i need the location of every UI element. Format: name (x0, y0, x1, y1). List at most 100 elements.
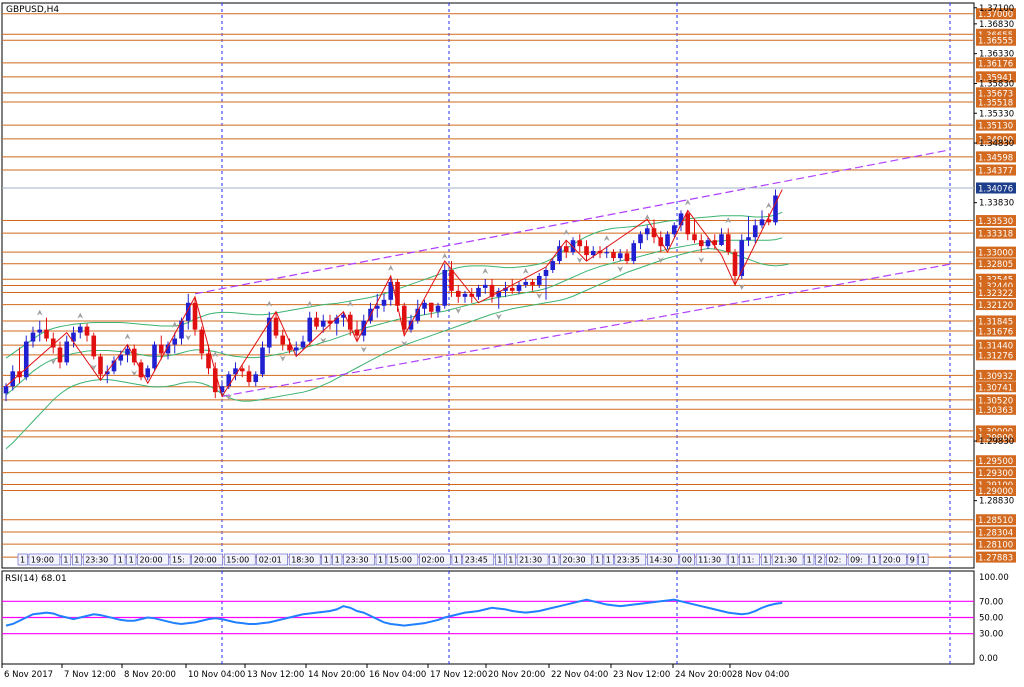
candle-body-110 (746, 237, 751, 241)
fractal-down-arrow-8 (401, 340, 408, 347)
candle-body-43 (293, 347, 299, 351)
level-price-label-34: 1.28304 (978, 529, 1013, 539)
price-tick-label-5: 1.34830 (979, 139, 1014, 149)
candle-body-32 (219, 386, 225, 393)
time-tag-label-32: 1 (731, 556, 736, 565)
level-price-label-21: 1.31440 (978, 342, 1013, 352)
candle-body-40 (273, 317, 279, 336)
fractal-up-arrow-14 (644, 214, 651, 221)
x-axis-label-2: 8 Nov 20:00 (124, 670, 176, 680)
level-price-label-12: 1.33318 (978, 230, 1013, 240)
candle-66 (449, 261, 454, 297)
candle-body-92 (624, 253, 630, 262)
time-tag-label-30: 00 (682, 556, 692, 565)
level-price-tag-23 (976, 369, 1016, 381)
fractal-up-arrow-8 (387, 264, 394, 271)
level-price-label-25: 1.30520 (978, 396, 1013, 406)
rsi-tick-label-2: 50.00 (979, 614, 1003, 624)
candle-51 (347, 311, 353, 336)
candle-25 (172, 332, 178, 354)
fractal-up-arrow-0 (36, 309, 43, 316)
fractal-down-arrow-16 (738, 283, 745, 290)
time-tag-box-18 (419, 553, 451, 566)
level-price-label-22: 1.31276 (978, 351, 1013, 361)
candle-body-14 (98, 356, 103, 375)
candle-body-35 (239, 368, 245, 372)
candle-body-31 (212, 368, 218, 393)
level-price-tag-13 (976, 246, 1016, 258)
x-axis-label-1: 7 Nov 12:00 (64, 670, 116, 680)
candle-100 (678, 210, 684, 232)
time-tag-label-37: 2 (818, 556, 823, 565)
fractal-down-arrow-1 (90, 364, 97, 371)
candle-body-9 (64, 341, 70, 363)
candle-73 (496, 287, 502, 309)
candle-47 (320, 314, 326, 333)
fractal-down-arrow-10 (495, 313, 502, 320)
fractal-up-arrow-7 (347, 300, 354, 307)
candle-body-39 (266, 317, 272, 348)
candle-body-74 (503, 287, 508, 291)
time-tag-box-41 (880, 553, 907, 566)
time-tag-box-36 (804, 553, 815, 566)
level-price-label-23: 1.30932 (978, 372, 1013, 382)
fractal-down-arrow-7 (360, 346, 367, 353)
x-axis-label-5: 14 Nov 20:00 (308, 670, 365, 680)
time-tag-label-41: 20:0 (883, 556, 901, 565)
time-tag-label-17: 15:00 (389, 556, 412, 565)
candle-78 (530, 278, 535, 291)
candle-103 (698, 234, 704, 253)
fractal-down-arrow-11 (536, 292, 543, 299)
level-price-tag-11 (976, 215, 1016, 227)
candle-body-61 (415, 308, 421, 321)
candle-6 (44, 317, 49, 342)
time-tag-box-13 (321, 553, 332, 566)
zigzag-line (5, 189, 783, 398)
candle-24 (165, 341, 171, 360)
time-tag-box-0 (17, 553, 28, 566)
candle-body-48 (327, 320, 333, 324)
fractal-up-arrow-1 (77, 312, 84, 319)
time-tag-label-19: 1 (454, 556, 459, 565)
time-tag-label-15: 23:30 (346, 556, 369, 565)
candle-57 (388, 275, 394, 306)
time-tag-label-11: 02:01 (259, 556, 282, 565)
fractal-up-arrow-16 (725, 217, 732, 224)
time-tag-box-25 (560, 553, 592, 566)
time-tag-label-4: 23:30 (85, 556, 108, 565)
candle-body-5 (37, 329, 43, 333)
fractal-up-arrow-17 (765, 202, 772, 209)
candle-body-73 (496, 290, 502, 297)
time-tag-label-33: 11: (742, 556, 755, 565)
time-tag-label-29: 14:30 (649, 556, 672, 565)
fractal-down-arrow-15 (698, 257, 705, 264)
fractal-up-arrow-13 (603, 235, 610, 242)
candle-body-45 (307, 317, 313, 342)
candle-body-27 (185, 302, 191, 321)
candle-body-18 (125, 348, 130, 355)
time-tag-box-6 (126, 553, 137, 566)
level-price-label-29: 1.29500 (978, 457, 1013, 467)
fractal-up-arrow-15 (684, 199, 691, 206)
candle-107 (725, 228, 731, 256)
rsi-tick-label-3: 30.00 (979, 630, 1003, 640)
time-tag-label-23: 21:30 (519, 556, 542, 565)
candle-body-76 (516, 284, 522, 291)
x-axis-label-9: 22 Nov 04:00 (551, 670, 608, 680)
candle-body-52 (354, 329, 360, 336)
level-price-tag-2 (976, 34, 1016, 46)
candle-15 (104, 365, 110, 384)
x-axis-label-7: 17 Nov 12:00 (430, 670, 487, 680)
candle-body-37 (253, 374, 259, 383)
candle-body-71 (482, 284, 488, 288)
level-price-tag-15 (976, 273, 1016, 285)
time-tag-box-34 (760, 553, 771, 566)
level-price-label-14: 1.32805 (978, 260, 1013, 270)
candle-body-44 (300, 341, 306, 348)
level-price-label-18: 1.32120 (978, 301, 1013, 311)
fractal-up-arrow-4 (212, 351, 219, 358)
time-tag-box-1 (28, 553, 61, 566)
candle-body-87 (590, 250, 596, 256)
